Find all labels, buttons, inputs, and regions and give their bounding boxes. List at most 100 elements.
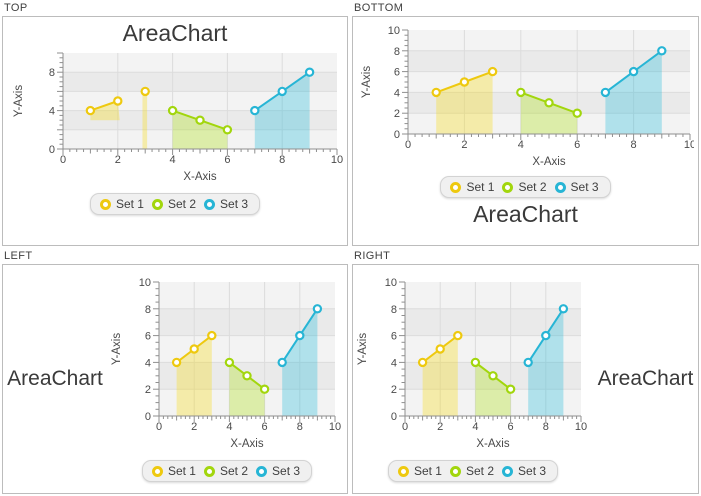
y-tick-label: 6 bbox=[391, 331, 397, 343]
chart-title: AreaChart bbox=[7, 367, 103, 390]
legend-item-set-1: Set 1 bbox=[97, 197, 149, 211]
legend-item-set-3: Set 3 bbox=[201, 197, 253, 211]
area-chart: 0 2 4 6 8 10 0 2 4 6 8 10 X-Axis Y-Axis bbox=[111, 277, 341, 450]
data-point-marker bbox=[140, 86, 150, 97]
legend-item-set-2: Set 2 bbox=[149, 197, 201, 211]
x-tick-label: 0 bbox=[60, 154, 66, 166]
series-set-2 bbox=[167, 105, 233, 149]
y-tick-label: 0 bbox=[49, 144, 55, 156]
panel-position-label: LEFT bbox=[4, 250, 33, 262]
data-point-marker bbox=[259, 384, 270, 394]
y-tick-label: 4 bbox=[393, 87, 399, 99]
x-tick-label: 6 bbox=[574, 139, 580, 151]
series-area bbox=[475, 362, 511, 416]
x-tick-label: 2 bbox=[461, 139, 467, 151]
x-tick-label: 8 bbox=[543, 421, 549, 433]
data-point-marker bbox=[417, 357, 428, 368]
x-tick-label: 6 bbox=[224, 154, 230, 166]
data-point-marker bbox=[250, 105, 260, 116]
legend-label: Set 2 bbox=[465, 464, 495, 478]
x-tick-label: 4 bbox=[472, 421, 478, 433]
series-set-1 bbox=[430, 66, 497, 134]
x-tick-label: 4 bbox=[226, 421, 232, 433]
y-axis-title: Y-Axis bbox=[357, 333, 369, 365]
legend-marker-icon bbox=[449, 465, 461, 477]
y-tick-label: 0 bbox=[391, 411, 397, 423]
data-point-marker bbox=[113, 96, 123, 106]
data-point-marker bbox=[523, 357, 533, 368]
data-point-marker bbox=[543, 98, 554, 108]
x-tick-label: 4 bbox=[517, 139, 523, 151]
x-tick-label: 0 bbox=[402, 421, 408, 433]
chart-title: AreaChart bbox=[122, 20, 228, 46]
x-tick-label: 6 bbox=[508, 421, 514, 433]
data-point-marker bbox=[453, 330, 463, 341]
data-point-marker bbox=[488, 371, 498, 381]
chart-title-area: AreaChart bbox=[593, 265, 698, 493]
data-point-marker bbox=[541, 330, 551, 341]
legend-label: Set 1 bbox=[466, 180, 495, 194]
series-set-3 bbox=[250, 67, 315, 149]
legend: Set 1 Set 2 Set 3 bbox=[387, 460, 559, 482]
data-point-marker bbox=[295, 330, 305, 341]
series-line bbox=[89, 100, 119, 112]
data-point-marker bbox=[470, 357, 481, 368]
legend-marker-icon bbox=[397, 465, 409, 477]
x-tick-label: 10 bbox=[683, 139, 693, 151]
legend-label: Set 3 bbox=[570, 180, 599, 194]
data-point-marker bbox=[207, 330, 217, 341]
data-point-marker bbox=[435, 344, 445, 354]
plot-alt-band bbox=[63, 72, 337, 92]
x-tick-label: 0 bbox=[404, 139, 410, 151]
legend-item-set-3: Set 3 bbox=[552, 180, 604, 194]
data-point-marker bbox=[459, 77, 469, 87]
y-axis-title: Y-Axis bbox=[361, 66, 373, 98]
plot-background bbox=[405, 282, 581, 416]
y-tick-label: 6 bbox=[393, 67, 399, 79]
legend-marker-icon bbox=[203, 465, 215, 477]
panel-position-label: RIGHT bbox=[354, 250, 391, 262]
series-area bbox=[282, 308, 318, 416]
series-area bbox=[520, 92, 577, 134]
data-point-marker bbox=[628, 66, 638, 77]
legend: Set 1 Set 2 Set 3 bbox=[141, 460, 313, 482]
chart-title-area: AreaChart bbox=[3, 265, 107, 493]
chart-panel: AreaChart 0 2 4 6 8 10 0 2 4 6 8 10 X-Axis Y-Axis Set… bbox=[2, 264, 348, 494]
legend-marker-icon bbox=[204, 198, 216, 210]
series-set-1 bbox=[417, 330, 463, 416]
data-point-marker bbox=[515, 87, 525, 98]
y-tick-label: 10 bbox=[385, 277, 397, 289]
legend-label: Set 1 bbox=[115, 197, 144, 211]
series-set-2 bbox=[224, 357, 270, 416]
data-point-marker bbox=[487, 66, 497, 77]
legend-marker-icon bbox=[502, 181, 514, 193]
y-tick-label: 4 bbox=[391, 357, 397, 369]
series-set-2 bbox=[515, 87, 582, 134]
x-tick-label: 0 bbox=[156, 421, 162, 433]
area-chart: 0 2 4 6 8 10 0 2 4 6 8 10 X-Axis Y-Axis bbox=[361, 26, 694, 168]
series-set-3 bbox=[523, 304, 569, 416]
legend-item-set-1: Set 1 bbox=[447, 180, 499, 194]
data-point-marker bbox=[242, 371, 252, 381]
legend-item-set-3: Set 3 bbox=[253, 464, 305, 478]
panel-right: RIGHT 0 2 4 6 8 10 0 2 4 6 8 10 X-Axis Y-Axis Set 1 Se… bbox=[350, 248, 701, 496]
series-set-3 bbox=[600, 46, 666, 134]
x-tick-label: 6 bbox=[262, 421, 268, 433]
series-area bbox=[528, 308, 564, 416]
plot-alt-band bbox=[159, 308, 335, 336]
legend-label: Set 3 bbox=[272, 464, 301, 478]
legend-marker-icon bbox=[502, 465, 514, 477]
x-tick-label: 8 bbox=[630, 139, 636, 151]
legend-item-set-2: Set 2 bbox=[201, 464, 253, 478]
legend-marker-icon bbox=[151, 198, 163, 210]
series-area bbox=[172, 110, 228, 149]
y-tick-label: 8 bbox=[49, 67, 55, 79]
legend-marker-icon bbox=[256, 465, 268, 477]
y-tick-label: 8 bbox=[145, 304, 151, 316]
legend-item-set-3: Set 3 bbox=[499, 464, 551, 478]
data-point-marker bbox=[224, 357, 235, 368]
x-tick-label: 2 bbox=[437, 421, 443, 433]
series-area-sliver bbox=[142, 91, 148, 149]
panel-left: LEFT AreaChart 0 2 4 6 8 10 0 2 4 6 8 10 X-Axis Y-Axi… bbox=[0, 248, 350, 496]
